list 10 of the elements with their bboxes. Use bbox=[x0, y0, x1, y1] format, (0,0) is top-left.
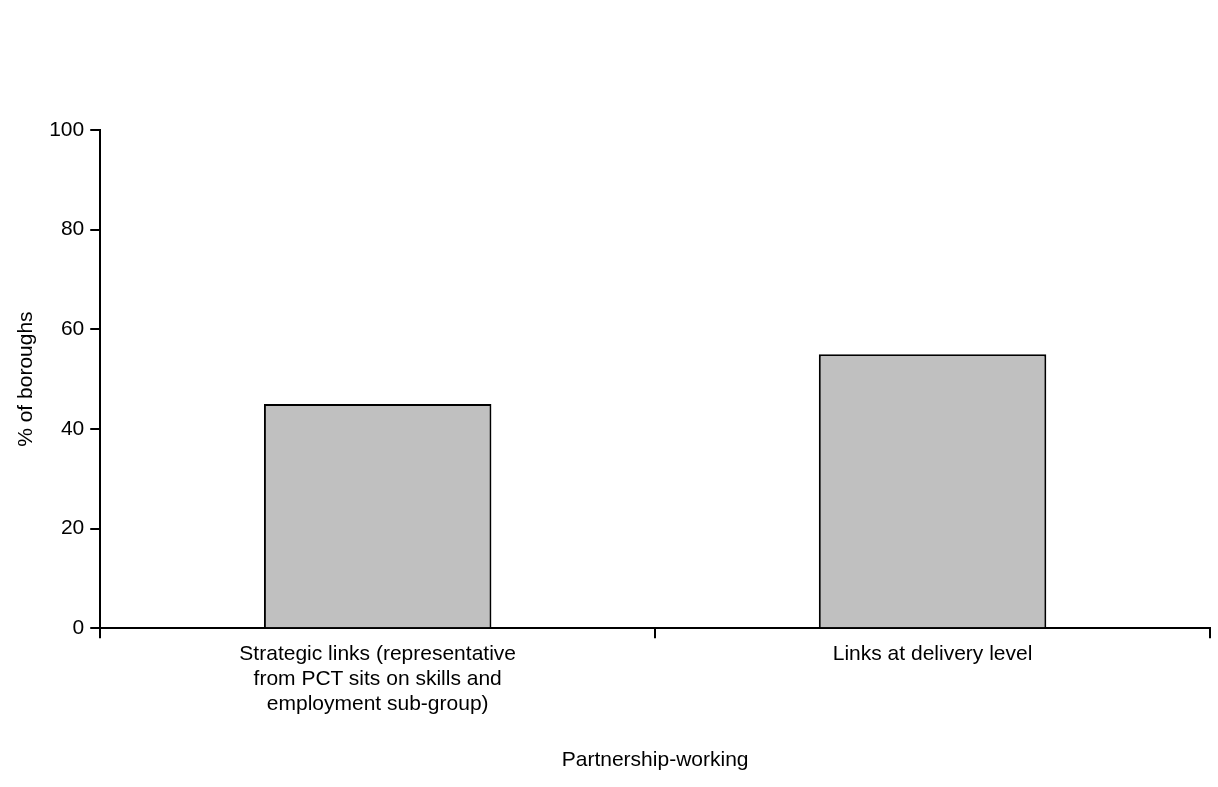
y-tick-label: 40 bbox=[60, 415, 85, 439]
y-tick-label: 100 bbox=[49, 116, 85, 140]
y-axis-title: % of boroughs bbox=[13, 311, 37, 447]
y-tick-label: 0 bbox=[72, 615, 85, 638]
y-tick-label: 20 bbox=[60, 515, 85, 539]
x-axis-title: Partnership-working bbox=[561, 747, 749, 771]
x-tick-label: Links at delivery level bbox=[832, 640, 1033, 664]
y-tick-label: 80 bbox=[60, 216, 85, 240]
x-tick-label: Strategic links (representative from PCT sits on skills and employment sub-group) bbox=[239, 640, 516, 714]
y-tick-label: 60 bbox=[60, 316, 85, 340]
